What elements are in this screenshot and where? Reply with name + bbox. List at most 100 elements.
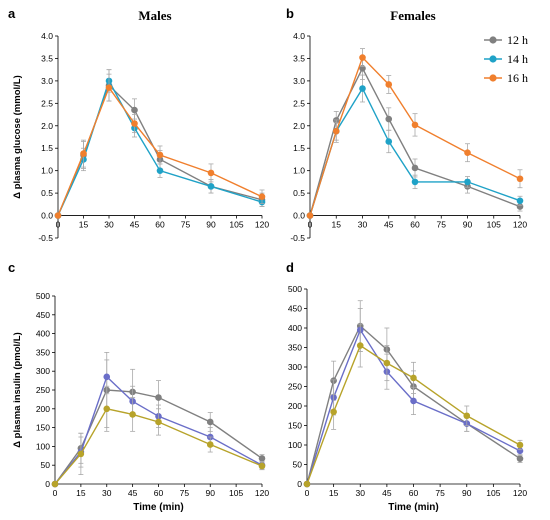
x-tick-label: 0 (305, 488, 310, 498)
data-point (385, 115, 393, 123)
x-tick-label: 45 (128, 488, 138, 498)
data-point (385, 138, 393, 145)
data-point (105, 84, 113, 91)
data-point (411, 178, 419, 186)
data-point (464, 149, 471, 157)
y-tick-label: 0.5 (41, 188, 53, 198)
x-tick-label: 15 (79, 220, 89, 230)
x-tick-label: 120 (255, 220, 269, 230)
legend-label-16h: 16 h (507, 71, 528, 85)
data-point (463, 412, 471, 420)
chart-panel-d: 0 50 100 150 200 250 300 350 400 450 500 0 15 30 45 60 7… (288, 284, 528, 513)
x-tick-label: 60 (154, 488, 164, 498)
series-3 (51, 385, 266, 488)
y-tick-label: 200 (288, 401, 302, 411)
y-tick-label: 100 (36, 441, 50, 451)
x-tick-label: 120 (513, 488, 527, 498)
y-tick-label: 0.0 (41, 211, 53, 221)
y-tick-label: 100 (288, 440, 302, 450)
data-point (54, 212, 62, 219)
x-axis-label-panel-c: Time (min) (133, 502, 183, 513)
column-title-females: Females (390, 8, 435, 23)
data-point (516, 441, 524, 449)
y-tick-label: 0.0 (293, 211, 305, 221)
data-point (80, 150, 87, 157)
data-point (207, 183, 215, 190)
series-panel-b (306, 48, 524, 219)
series-panel-c (51, 351, 266, 488)
x-tick-label: 30 (102, 488, 112, 498)
data-point (516, 197, 524, 205)
legend-entry-16h: 16 h (484, 71, 528, 85)
x-tick-label: 105 (229, 220, 243, 230)
data-point (155, 418, 162, 426)
axes-panel-d: 0 50 100 150 200 250 300 350 400 450 500 0 15 30 45 60 7… (288, 284, 528, 498)
y-tick-label: -0.5 (38, 233, 53, 243)
y-axis-label-panel-a: Δ plasma glucose (mmol/L) (12, 75, 23, 199)
chart-panel-a: -0.5 0.0 0.5 1.0 1.5 2.0 2.5 3.0 3.5 4.0 0 15 30 45 60… (12, 31, 269, 243)
data-point (258, 455, 266, 462)
x-tick-label: 15 (76, 488, 86, 498)
x-tick-label: 120 (255, 488, 269, 498)
data-point (516, 447, 524, 455)
legend-label-14h: 14 h (507, 52, 528, 66)
y-tick-label: 1.5 (41, 143, 53, 153)
data-point (410, 374, 417, 382)
panel-letter-a: a (8, 6, 16, 21)
data-point (77, 450, 85, 458)
panel-letter-c: c (8, 260, 15, 275)
x-tick-label: 60 (409, 488, 419, 498)
data-point (303, 480, 311, 488)
series-2 (54, 69, 266, 219)
data-point (306, 212, 314, 219)
column-title-males: Males (138, 8, 171, 23)
y-tick-label: 200 (36, 404, 50, 414)
x-tick-label: 45 (130, 220, 140, 230)
data-point (207, 169, 215, 177)
series-line (309, 56, 521, 216)
data-point (383, 359, 391, 367)
legend-marker-12h (489, 36, 497, 44)
y-tick-label: 500 (36, 291, 50, 301)
y-tick-label: 150 (36, 423, 50, 433)
y-tick-label: 50 (293, 460, 303, 470)
x-tick-label: 75 (180, 488, 190, 498)
data-point (103, 405, 111, 413)
y-tick-label: 250 (288, 382, 302, 392)
y-tick-label: 350 (36, 347, 50, 357)
y-tick-label: 350 (288, 343, 302, 353)
legend-marker-16h (489, 74, 497, 82)
y-tick-label: 1.0 (293, 166, 305, 176)
x-tick-label: 30 (104, 220, 114, 230)
series-panel-a (54, 69, 266, 219)
data-point (516, 455, 524, 462)
x-tick-label: 120 (513, 220, 527, 230)
chart-panel-c: 0 50 100 150 200 250 300 350 400 450 500 0 15 30 45 60 7… (12, 291, 269, 513)
series-1 (306, 56, 524, 219)
y-tick-label: 4.0 (41, 31, 53, 41)
y-tick-label: -0.5 (290, 233, 305, 243)
y-tick-label: 2.0 (41, 121, 53, 131)
data-point (258, 462, 266, 470)
y-tick-label: 450 (36, 310, 50, 320)
x-tick-label: 15 (332, 220, 342, 230)
x-tick-label: 90 (206, 488, 216, 498)
y-tick-label: 0.5 (293, 188, 305, 198)
x-tick-label: 15 (329, 488, 339, 498)
legend-entry-12h: 12 h (484, 33, 528, 47)
data-point (516, 175, 524, 183)
data-point (359, 85, 366, 92)
x-tick-label: 75 (435, 488, 445, 498)
legend-label-12h: 12 h (507, 33, 528, 47)
data-point (156, 167, 164, 174)
data-point (385, 81, 393, 88)
y-tick-label: 250 (36, 385, 50, 395)
data-point (411, 121, 419, 129)
y-tick-label: 0 (45, 479, 50, 489)
y-tick-label: 400 (36, 329, 50, 339)
y-tick-label: 150 (288, 421, 302, 431)
y-tick-label: 1.5 (293, 143, 305, 153)
data-point (410, 397, 417, 405)
y-tick-label: 50 (41, 460, 51, 470)
